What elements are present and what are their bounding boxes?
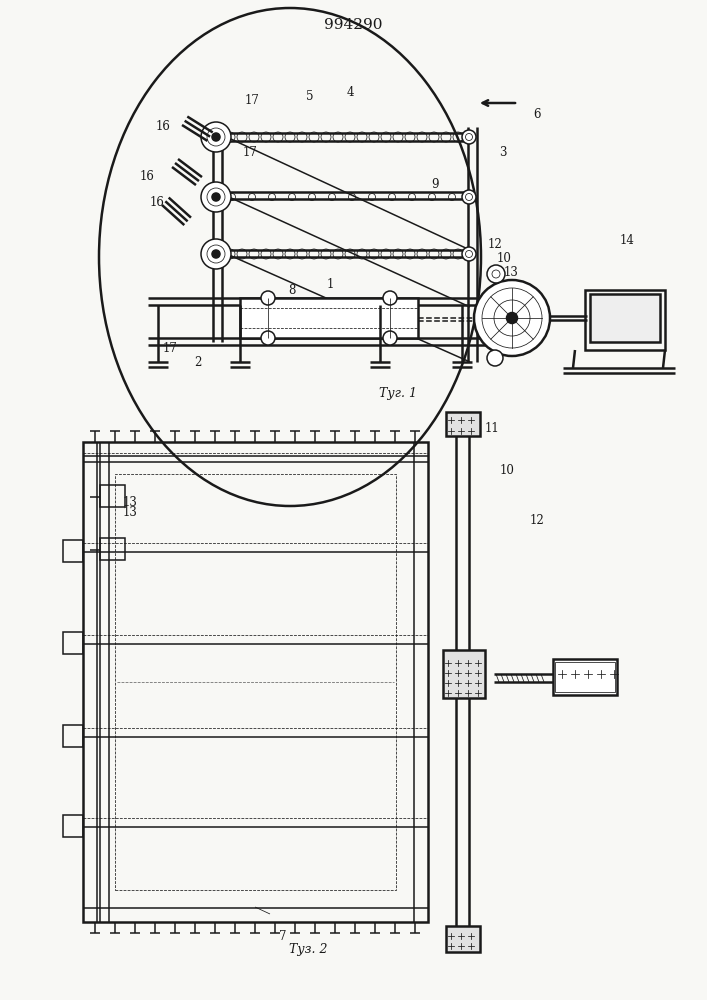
Text: 8: 8 (288, 284, 296, 296)
Circle shape (212, 250, 220, 258)
Text: 10: 10 (500, 464, 515, 478)
Text: 3: 3 (499, 145, 507, 158)
Text: 6: 6 (533, 107, 541, 120)
Bar (63, 815, 83, 837)
Bar (100, 538, 125, 560)
Bar (446, 412, 480, 436)
Circle shape (507, 313, 517, 323)
Circle shape (462, 190, 476, 204)
Text: 12: 12 (488, 238, 503, 251)
Text: 2: 2 (194, 356, 201, 368)
Circle shape (212, 133, 220, 141)
Text: 1: 1 (327, 277, 334, 290)
Bar (446, 926, 480, 952)
Bar (115, 474, 396, 890)
Text: 16: 16 (150, 196, 165, 209)
Bar (240, 298, 418, 338)
Text: 7: 7 (279, 930, 287, 944)
Bar (83, 442, 428, 922)
Circle shape (201, 239, 231, 269)
Text: 10: 10 (496, 251, 511, 264)
Text: Τуз. 2: Τуз. 2 (288, 944, 327, 956)
Bar (443, 650, 485, 698)
Bar (100, 485, 125, 507)
Bar (63, 725, 83, 747)
Bar (63, 632, 83, 654)
Text: 14: 14 (619, 233, 634, 246)
Text: 17: 17 (243, 146, 257, 159)
Text: 9: 9 (431, 178, 439, 192)
Text: 13: 13 (122, 496, 137, 510)
Bar (553, 659, 617, 695)
Text: 17: 17 (163, 342, 177, 355)
Circle shape (462, 247, 476, 261)
Circle shape (383, 291, 397, 305)
Circle shape (487, 350, 503, 366)
Bar (63, 540, 83, 562)
Text: 13: 13 (122, 506, 137, 520)
Circle shape (383, 331, 397, 345)
Text: 5: 5 (306, 90, 314, 103)
Circle shape (201, 122, 231, 152)
Circle shape (201, 182, 231, 212)
Text: 16: 16 (156, 120, 170, 133)
Text: 16: 16 (139, 170, 154, 184)
Circle shape (474, 280, 550, 356)
Circle shape (487, 265, 505, 283)
Bar (585, 290, 665, 350)
Circle shape (462, 130, 476, 144)
Text: 12: 12 (530, 514, 544, 528)
Text: 11: 11 (484, 422, 499, 436)
Text: 17: 17 (245, 95, 259, 107)
Bar (555, 662, 615, 692)
Circle shape (212, 193, 220, 201)
Bar (590, 294, 660, 342)
Text: 994290: 994290 (324, 18, 382, 32)
Text: 13: 13 (503, 265, 518, 278)
Text: Τуг. 1: Τуг. 1 (379, 386, 417, 399)
Circle shape (261, 291, 275, 305)
Text: 4: 4 (346, 86, 354, 99)
Circle shape (261, 331, 275, 345)
